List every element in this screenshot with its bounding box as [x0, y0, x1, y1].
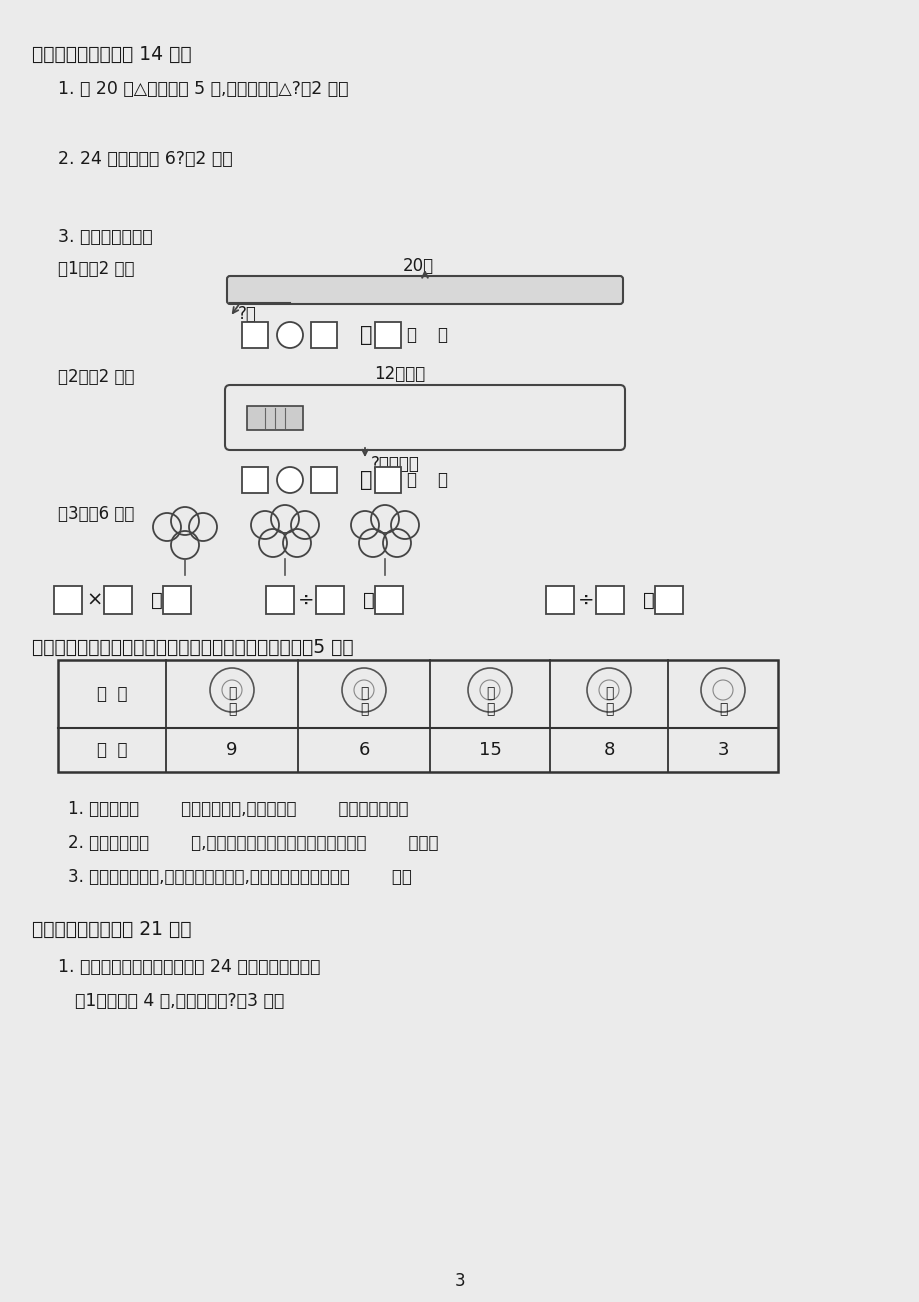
- Bar: [654, 586, 682, 615]
- Text: 七、解决问题。（共 21 分）: 七、解决问题。（共 21 分）: [32, 921, 191, 939]
- Text: ?米: ?米: [238, 305, 256, 323]
- Text: 12支钢笔: 12支钢笔: [374, 365, 425, 383]
- Text: 梨: 梨: [718, 702, 726, 716]
- Bar: [545, 586, 573, 615]
- Text: 五、列式计算。（共 14 分）: 五、列式计算。（共 14 分）: [32, 46, 191, 64]
- Bar: [54, 586, 82, 615]
- Text: 3: 3: [717, 741, 728, 759]
- Text: 葡
萄: 葡 萄: [228, 686, 236, 716]
- Text: ÷: ÷: [577, 591, 594, 609]
- Bar: [266, 586, 294, 615]
- Bar: [311, 467, 336, 493]
- Text: ÷: ÷: [298, 591, 314, 609]
- Text: ＝: ＝: [359, 326, 372, 345]
- Text: 水  果: 水 果: [96, 685, 127, 703]
- Text: 2. 24 里面有几个 6?（2 分）: 2. 24 里面有几个 6?（2 分）: [58, 150, 233, 168]
- Text: 3. 看图列式计算。: 3. 看图列式计算。: [58, 228, 153, 246]
- Bar: [596, 586, 623, 615]
- Text: 9: 9: [226, 741, 237, 759]
- Bar: [58, 660, 777, 772]
- Bar: [375, 467, 401, 493]
- Bar: [242, 322, 267, 348]
- Bar: [104, 586, 131, 615]
- Bar: [375, 322, 401, 348]
- Bar: [242, 467, 267, 493]
- Circle shape: [277, 467, 302, 493]
- Text: ＝: ＝: [151, 591, 163, 609]
- Text: （1）每排贴 4 张,可以贴几排?（3 分）: （1）每排贴 4 张,可以贴几排?（3 分）: [75, 992, 284, 1010]
- Text: 橘
子: 橘 子: [485, 686, 494, 716]
- Text: （3）（6 分）: （3）（6 分）: [58, 505, 134, 523]
- Bar: [163, 586, 191, 615]
- Text: 8: 8: [603, 741, 614, 759]
- Text: 20米: 20米: [402, 256, 433, 275]
- Text: ＝: ＝: [642, 591, 654, 609]
- Text: 草
莓: 草 莓: [359, 686, 368, 716]
- Text: ×: ×: [85, 591, 102, 609]
- Bar: [315, 586, 344, 615]
- FancyBboxPatch shape: [227, 276, 622, 303]
- Text: 人  数: 人 数: [96, 741, 127, 759]
- Text: （    ）: （ ）: [406, 471, 448, 490]
- Text: ＝: ＝: [363, 591, 374, 609]
- Text: 3: 3: [454, 1272, 465, 1290]
- Text: 1. 光明小学少先队大队部展览 24 张优秀图画作品。: 1. 光明小学少先队大队部展览 24 张优秀图画作品。: [58, 958, 320, 976]
- Text: ＝: ＝: [359, 470, 372, 490]
- Text: （2）（2 分）: （2）（2 分）: [58, 368, 134, 385]
- Text: （    ）: （ ）: [406, 326, 448, 344]
- Text: 香
蕉: 香 蕉: [604, 686, 613, 716]
- Circle shape: [277, 322, 302, 348]
- Text: （1）（2 分）: （1）（2 分）: [58, 260, 134, 279]
- Text: 15: 15: [478, 741, 501, 759]
- Bar: [246, 405, 302, 430]
- Text: 1. 最喜欢吃（        ）的人数最多,最喜欢吃（        ）的人数最少。: 1. 最喜欢吃（ ）的人数最多,最喜欢吃（ ）的人数最少。: [68, 799, 408, 818]
- Text: 6: 6: [357, 741, 369, 759]
- Text: 2. 我最喜欢吃（        ）,王刚他们班最喜欢吃这种水果的有（        ）人。: 2. 我最喜欢吃（ ）,王刚他们班最喜欢吃这种水果的有（ ）人。: [68, 835, 438, 852]
- Text: 3. 班里要开联欢会,请你根据调查结果,可以建议采购员多买（        ）。: 3. 班里要开联欢会,请你根据调查结果,可以建议采购员多买（ ）。: [68, 868, 412, 885]
- Text: ?个文具盒: ?个文具盒: [370, 454, 419, 473]
- Text: 1. 把 20 个△平均分成 5 份,每份有几个△?（2 分）: 1. 把 20 个△平均分成 5 份,每份有几个△?（2 分）: [58, 79, 348, 98]
- Bar: [375, 586, 403, 615]
- Bar: [311, 322, 336, 348]
- Text: 六、下面是王刚统计了全班同学最喜欢吃的水果情况。（5 分）: 六、下面是王刚统计了全班同学最喜欢吃的水果情况。（5 分）: [32, 638, 353, 658]
